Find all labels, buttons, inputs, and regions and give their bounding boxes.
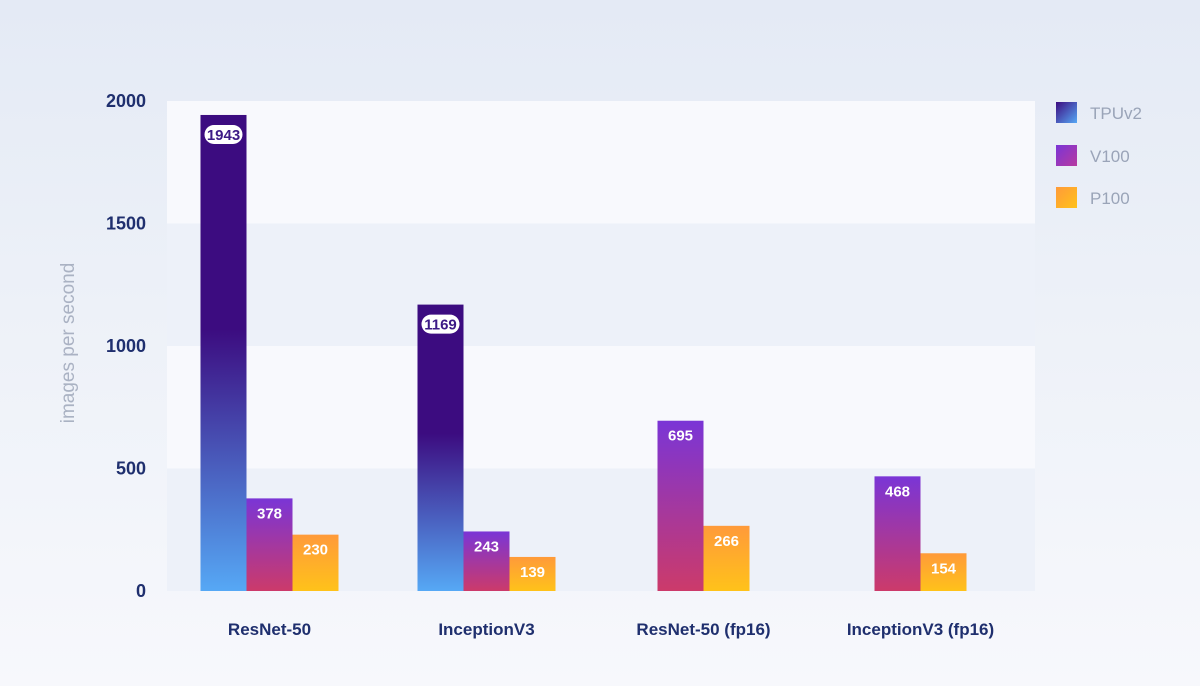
legend-swatch-v100 [1056,145,1077,166]
data-label-pill [421,314,460,334]
x-tick-label: InceptionV3 (fp16) [847,620,994,639]
x-tick-label: ResNet-50 (fp16) [636,620,770,639]
legend-swatch-p100 [1056,187,1077,208]
y-tick-label: 1000 [106,336,146,356]
y-tick-label: 0 [136,581,146,601]
data-label: 1169 [424,317,457,334]
x-tick-label: InceptionV3 [438,620,534,639]
plot-band [167,346,1035,469]
plot-band [167,223,1035,346]
bar-p100-4 [920,553,967,591]
legend-swatch-tpuv2 [1056,102,1077,123]
y-axis-label: images per second [58,263,79,424]
bar-p100-1 [292,534,339,591]
y-tick-label: 2000 [106,91,146,111]
data-label: 468 [885,483,910,500]
bar-v100-1 [246,498,293,591]
y-tick-label: 1500 [106,214,146,234]
x-tick-label: ResNet-50 [228,620,311,639]
bar-p100-2 [509,556,556,591]
y-tick-label: 500 [116,459,146,479]
bar-v100-3 [657,420,704,591]
bar-p100-3 [703,525,750,591]
bar-tpuv2-2 [417,304,464,591]
bar-tpuv2-1 [200,114,247,591]
data-label: 243 [474,538,499,555]
legend-label-p100: P100 [1090,189,1130,208]
legend-label-v100: V100 [1090,147,1130,166]
bar-v100-4 [874,476,921,591]
x-axis: ResNet-50 InceptionV3 ResNet-50 (fp16) Ince… [228,620,994,639]
legend: TPUv2 V100 P100 [1056,102,1142,208]
data-label: 154 [931,560,957,577]
data-label: 378 [257,505,282,522]
data-label-pill [204,124,243,144]
bar-v100-2 [463,531,510,591]
y-axis: 0 500 1000 1500 2000 [106,91,146,601]
data-label: 139 [520,564,545,581]
data-label: 266 [714,533,739,550]
data-label: 1943 [207,127,240,144]
legend-label-tpuv2: TPUv2 [1090,104,1142,123]
bars: 1943 378 230 1169 243 139 695 266 468 154 [200,114,967,591]
data-label: 695 [668,428,693,445]
data-label: 230 [303,542,328,559]
plot-band [167,101,1035,224]
